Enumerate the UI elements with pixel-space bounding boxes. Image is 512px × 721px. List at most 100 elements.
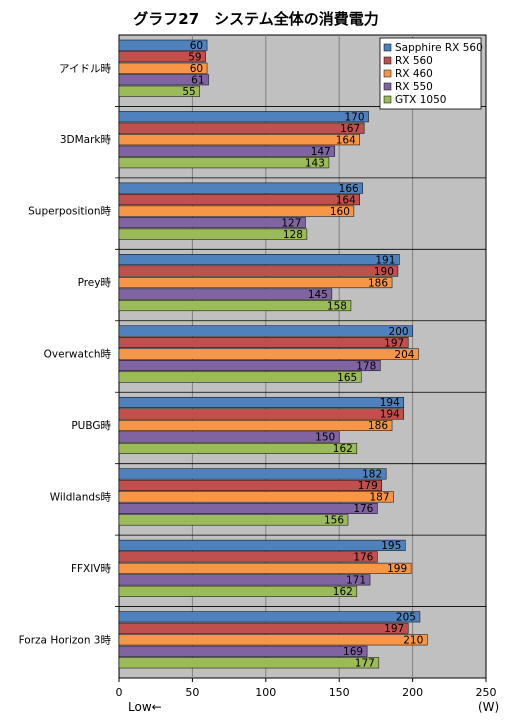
category-label: アイドル時 [59, 63, 111, 75]
x-tick-label: 250 [476, 686, 497, 699]
data-label: 164 [336, 194, 356, 206]
data-label: 171 [346, 575, 366, 587]
bar [118, 288, 333, 300]
data-label: 60 [190, 40, 203, 52]
data-label: 150 [315, 432, 335, 444]
category-label: Forza Horizon 3時 [19, 634, 112, 646]
data-label: 186 [368, 420, 388, 432]
category-label: FFXIV時 [71, 563, 112, 575]
data-label: 199 [387, 563, 407, 575]
category-label: 3DMark時 [60, 134, 112, 146]
data-label: 200 [389, 326, 409, 338]
bar [118, 442, 358, 454]
bar [118, 145, 336, 157]
data-label: 145 [308, 289, 328, 301]
legend-entry: Sapphire RX 560 [395, 42, 483, 54]
bar [118, 194, 361, 206]
data-label: 195 [381, 540, 401, 552]
x-axis-unit-label: (W) [478, 700, 500, 714]
data-label: 194 [380, 397, 400, 409]
bar [118, 371, 362, 383]
bar [118, 325, 413, 337]
bar [118, 122, 365, 134]
legend-swatch [383, 56, 392, 65]
x-axis-label-low: Low← [128, 700, 162, 714]
data-label: 55 [182, 86, 195, 98]
legend-swatch [383, 69, 392, 78]
data-label: 210 [403, 635, 423, 647]
data-label: 160 [330, 206, 350, 218]
data-label: 178 [356, 360, 376, 372]
bar [118, 348, 419, 360]
bar [118, 611, 421, 623]
data-label: 177 [355, 658, 375, 670]
bar [118, 551, 378, 563]
data-label: 127 [281, 217, 301, 229]
data-label: 186 [368, 277, 388, 289]
bar [118, 277, 393, 289]
data-label: 191 [375, 254, 395, 266]
bar [118, 337, 409, 349]
data-label: 167 [340, 123, 360, 135]
data-label: 128 [283, 229, 303, 241]
data-label: 187 [369, 492, 389, 504]
legend-swatch [383, 82, 392, 91]
bar [118, 111, 369, 123]
data-label: 170 [345, 111, 365, 123]
bar [118, 574, 371, 586]
data-label: 147 [311, 146, 331, 158]
bar [118, 408, 405, 420]
x-tick-label: 200 [402, 686, 423, 699]
category-label: Wildlands時 [50, 491, 112, 503]
data-label: 61 [191, 75, 204, 87]
bar [118, 514, 349, 526]
bar [118, 585, 358, 597]
bar [118, 62, 208, 74]
bar [118, 657, 380, 669]
legend-swatch [383, 95, 392, 104]
data-label: 166 [339, 183, 359, 195]
chart-title: グラフ27 システム全体の消費電力 [133, 10, 379, 28]
data-label: 165 [337, 372, 357, 384]
bar [118, 228, 308, 240]
bar [118, 634, 428, 646]
bar [118, 360, 381, 372]
bar [118, 39, 208, 51]
data-label: 60 [190, 63, 203, 75]
legend-swatch [383, 43, 392, 52]
data-label: 158 [327, 300, 347, 312]
data-label: 162 [333, 586, 353, 598]
data-label: 179 [358, 480, 378, 492]
bar [118, 265, 399, 277]
bar [118, 182, 363, 194]
bar [118, 157, 330, 169]
data-label: 190 [374, 266, 394, 278]
data-label: 205 [396, 612, 416, 624]
data-label: 197 [384, 337, 404, 349]
category-label: PUBG時 [71, 420, 111, 432]
bar [118, 300, 352, 312]
bar [118, 539, 406, 551]
data-label: 143 [305, 157, 325, 169]
bar [118, 502, 378, 514]
bar [118, 431, 340, 443]
legend-entry: GTX 1050 [395, 94, 446, 106]
legend-entry: RX 550 [395, 81, 433, 93]
bar [118, 645, 368, 657]
data-label: 204 [394, 349, 414, 361]
bar [118, 419, 393, 431]
data-label: 59 [188, 52, 201, 64]
x-tick-label: 50 [185, 686, 199, 699]
data-label: 176 [353, 503, 373, 515]
data-label: 169 [343, 646, 363, 658]
category-label: Overwatch時 [44, 349, 112, 361]
category-label: Prey時 [78, 277, 112, 289]
bar [118, 254, 400, 266]
data-label: 194 [380, 409, 400, 421]
bar [118, 562, 412, 574]
bar [118, 217, 306, 229]
bar [118, 396, 405, 408]
bar [118, 205, 355, 217]
bar [118, 51, 206, 63]
data-label: 156 [324, 515, 344, 527]
